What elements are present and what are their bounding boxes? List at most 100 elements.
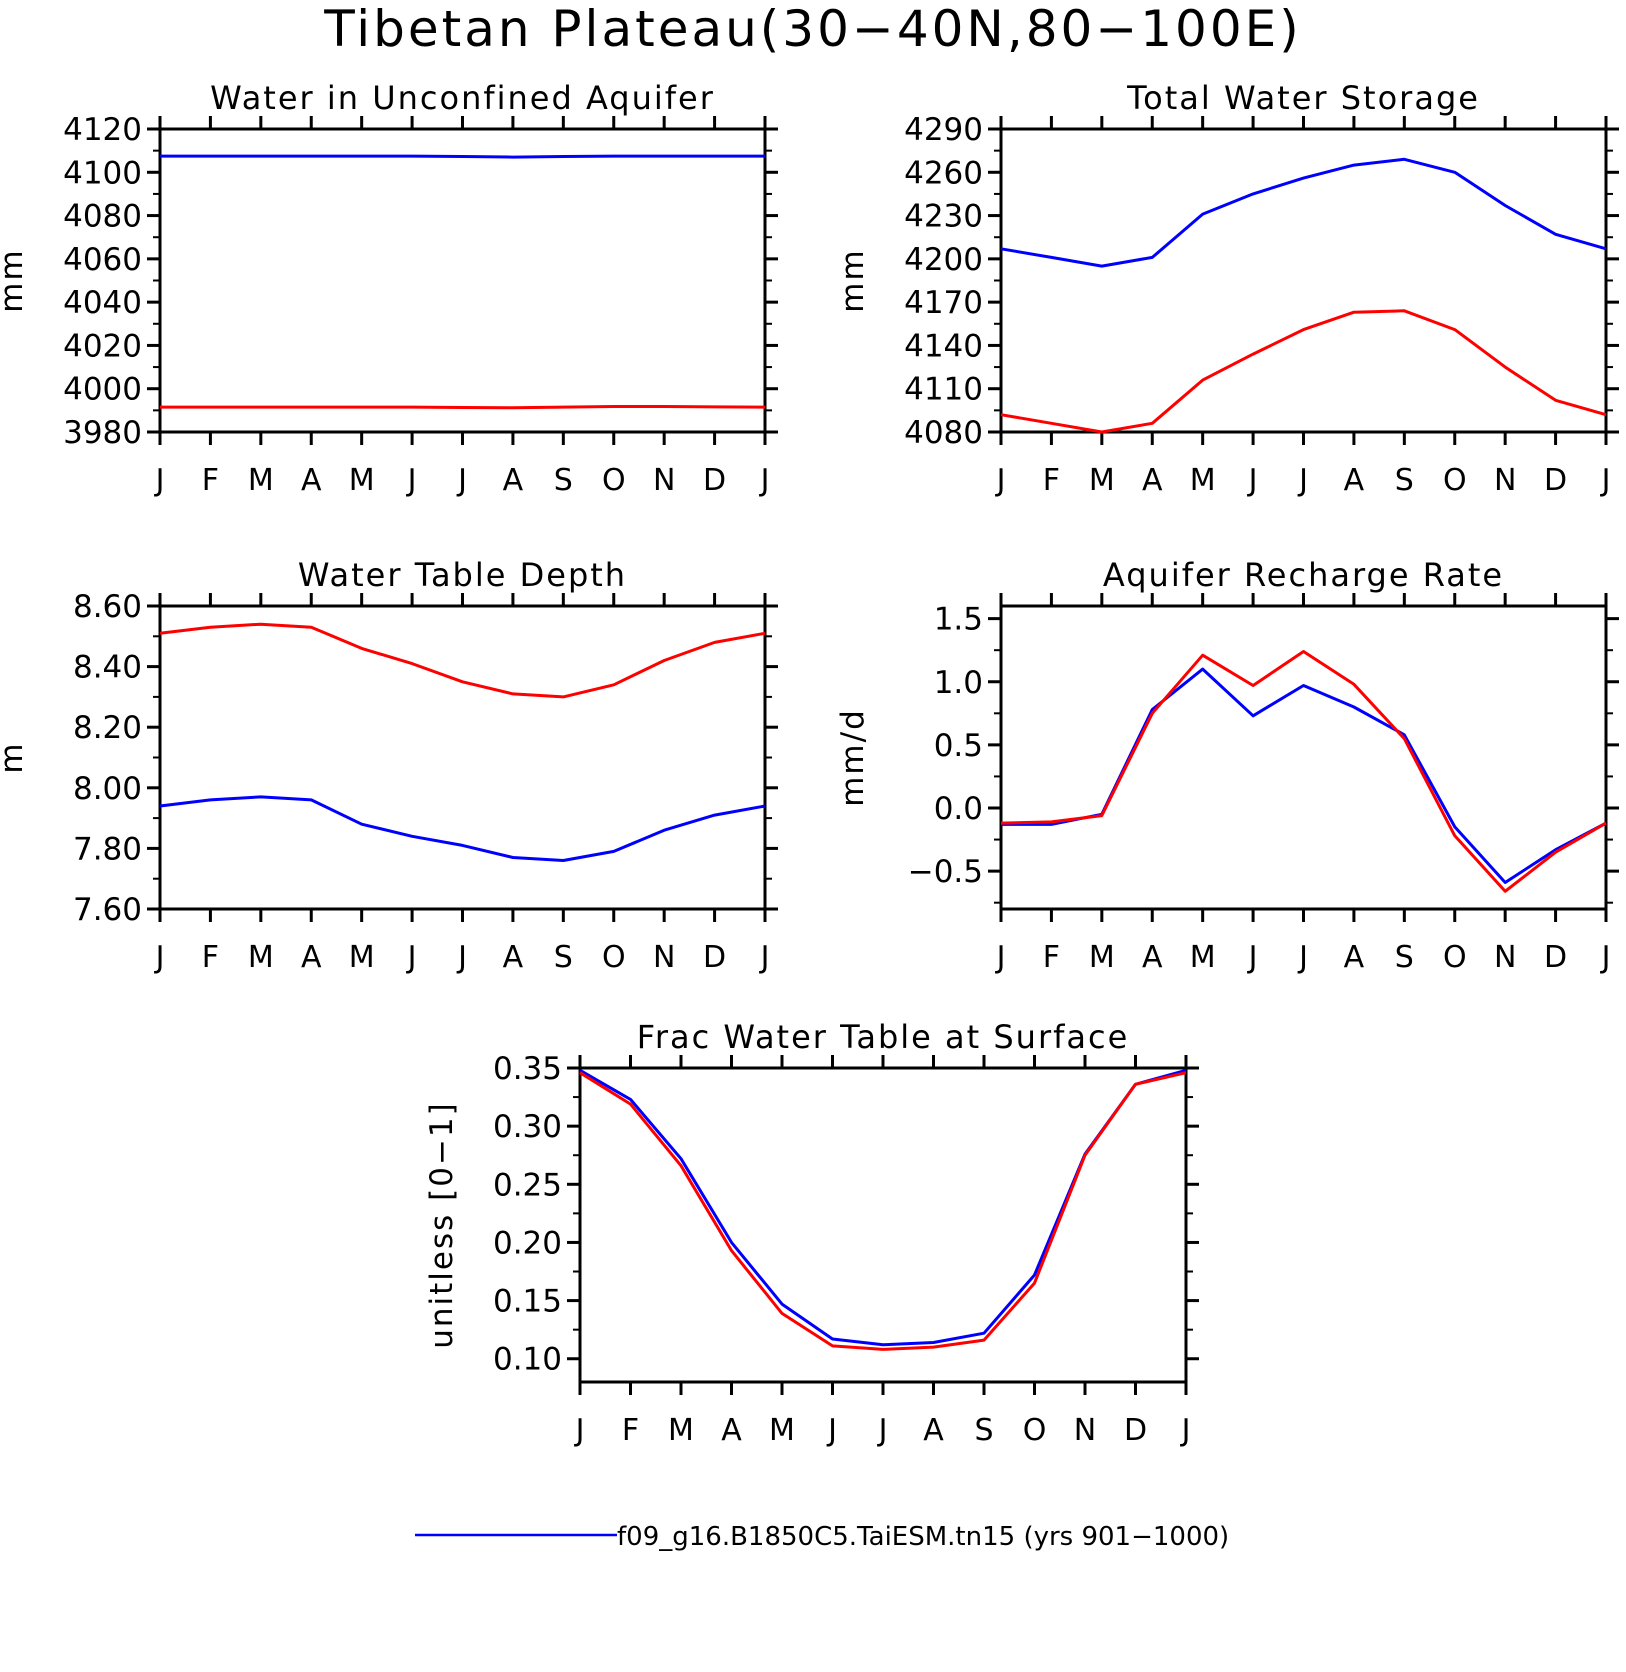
x-tick-label: A xyxy=(1142,940,1163,975)
series-line-1 xyxy=(1001,667,1607,884)
x-tick-label: J xyxy=(456,940,467,975)
legend-label-1: f09_g16.B1850C5.TaiESM.tn15 (yrs 901−100… xyxy=(617,1522,1229,1552)
x-tick-label: A xyxy=(301,463,322,498)
x-tick-label: A xyxy=(1344,463,1365,498)
x-tick-label: J xyxy=(406,463,417,498)
x-tick-label: A xyxy=(923,1413,944,1448)
y-axis-label: mm/d xyxy=(835,708,871,807)
series-line-2 xyxy=(1000,309,1607,434)
y-tick-label: 4060 xyxy=(63,242,142,278)
y-tick-label: 8.00 xyxy=(73,771,142,807)
x-tick-label: N xyxy=(653,463,675,498)
y-tick-label: 0.0 xyxy=(934,791,983,827)
x-tick-label: J xyxy=(456,463,467,498)
series-line-2 xyxy=(160,405,766,410)
x-tick-label: A xyxy=(721,1413,742,1448)
y-tick-label: −0.5 xyxy=(908,854,983,890)
x-tick-label: S xyxy=(554,940,573,975)
y-tick-label: 0.25 xyxy=(493,1167,562,1203)
y-tick-label: 8.40 xyxy=(73,650,142,686)
x-tick-label: M xyxy=(349,463,375,498)
y-tick-label: 4080 xyxy=(904,415,983,451)
series-line-1 xyxy=(1000,157,1607,268)
plot-frame xyxy=(999,127,1608,434)
x-tick-label: J xyxy=(1247,463,1258,498)
x-tick-label: O xyxy=(1443,463,1467,498)
plot-frame xyxy=(158,127,767,434)
x-tick-label: J xyxy=(995,463,1006,498)
x-tick-label: F xyxy=(202,463,219,498)
y-tick-label: 4020 xyxy=(63,328,142,364)
x-tick-label: S xyxy=(1395,940,1414,975)
y-tick-label: 7.80 xyxy=(73,831,142,867)
y-tick-label: 0.35 xyxy=(493,1051,562,1087)
x-tick-label: N xyxy=(1074,1413,1096,1448)
x-tick-label: F xyxy=(622,1413,639,1448)
x-tick-label: N xyxy=(653,940,675,975)
x-tick-label: J xyxy=(1600,940,1611,975)
x-tick-label: J xyxy=(759,940,770,975)
x-tick-label: J xyxy=(877,1413,888,1448)
series-line-2 xyxy=(159,622,766,699)
x-tick-label: M xyxy=(1089,463,1115,498)
x-tick-label: O xyxy=(602,463,626,498)
x-tick-label: D xyxy=(1544,940,1567,975)
y-tick-label: 4040 xyxy=(63,285,142,321)
x-tick-label: M xyxy=(349,940,375,975)
x-tick-label: N xyxy=(1494,940,1516,975)
y-tick-label: 7.60 xyxy=(73,892,142,928)
x-tick-label: M xyxy=(1089,940,1115,975)
x-tick-label: J xyxy=(574,1413,585,1448)
x-tick-label: J xyxy=(406,940,417,975)
chart-title: Water in Unconfined Aquifer xyxy=(210,79,715,117)
y-tick-label: 4100 xyxy=(63,155,142,191)
x-tick-label: O xyxy=(1023,1413,1047,1448)
x-tick-label: M xyxy=(769,1413,795,1448)
x-tick-label: O xyxy=(602,940,626,975)
x-tick-label: J xyxy=(759,463,770,498)
y-tick-label: 0.20 xyxy=(493,1225,562,1261)
x-tick-label: S xyxy=(1395,463,1414,498)
x-tick-label: J xyxy=(826,1413,837,1448)
series-line-2 xyxy=(1000,650,1607,893)
x-tick-label: J xyxy=(1297,463,1308,498)
x-tick-label: M xyxy=(248,940,274,975)
x-tick-label: J xyxy=(1600,463,1611,498)
y-tick-label: 4170 xyxy=(904,285,983,321)
x-tick-label: M xyxy=(248,463,274,498)
plot-frame xyxy=(158,604,767,911)
x-tick-label: J xyxy=(1180,1413,1191,1448)
x-tick-label: J xyxy=(154,463,165,498)
x-tick-label: D xyxy=(1544,463,1567,498)
series-line-1 xyxy=(160,154,765,159)
x-tick-label: F xyxy=(1043,463,1060,498)
x-tick-label: M xyxy=(1190,463,1216,498)
y-tick-label: 4000 xyxy=(63,372,142,408)
y-tick-label: 0.30 xyxy=(493,1109,562,1145)
x-tick-label: A xyxy=(1344,940,1365,975)
x-tick-label: A xyxy=(503,463,524,498)
y-tick-label: 4110 xyxy=(904,372,983,408)
x-tick-label: D xyxy=(703,940,726,975)
y-tick-label: 4140 xyxy=(904,328,983,364)
x-tick-label: D xyxy=(703,463,726,498)
y-tick-label: 3980 xyxy=(63,415,142,451)
y-tick-label: 1.5 xyxy=(934,602,983,638)
y-tick-label: 1.0 xyxy=(934,665,983,701)
x-tick-label: J xyxy=(1297,940,1308,975)
y-tick-label: 4290 xyxy=(904,112,983,148)
chart-title: Frac Water Table at Surface xyxy=(637,1018,1130,1056)
y-axis-label: unitless [0−1] xyxy=(424,1101,460,1349)
y-tick-label: 0.5 xyxy=(934,728,983,764)
x-tick-label: S xyxy=(974,1413,993,1448)
x-tick-label: F xyxy=(202,940,219,975)
legend: f09_g16.B1850C5.TaiESM.tn15 (yrs 901−100… xyxy=(415,1522,1229,1552)
figure-title: Tibetan Plateau(30−40N,80−100E) xyxy=(323,0,1302,58)
x-tick-label: O xyxy=(1443,940,1467,975)
